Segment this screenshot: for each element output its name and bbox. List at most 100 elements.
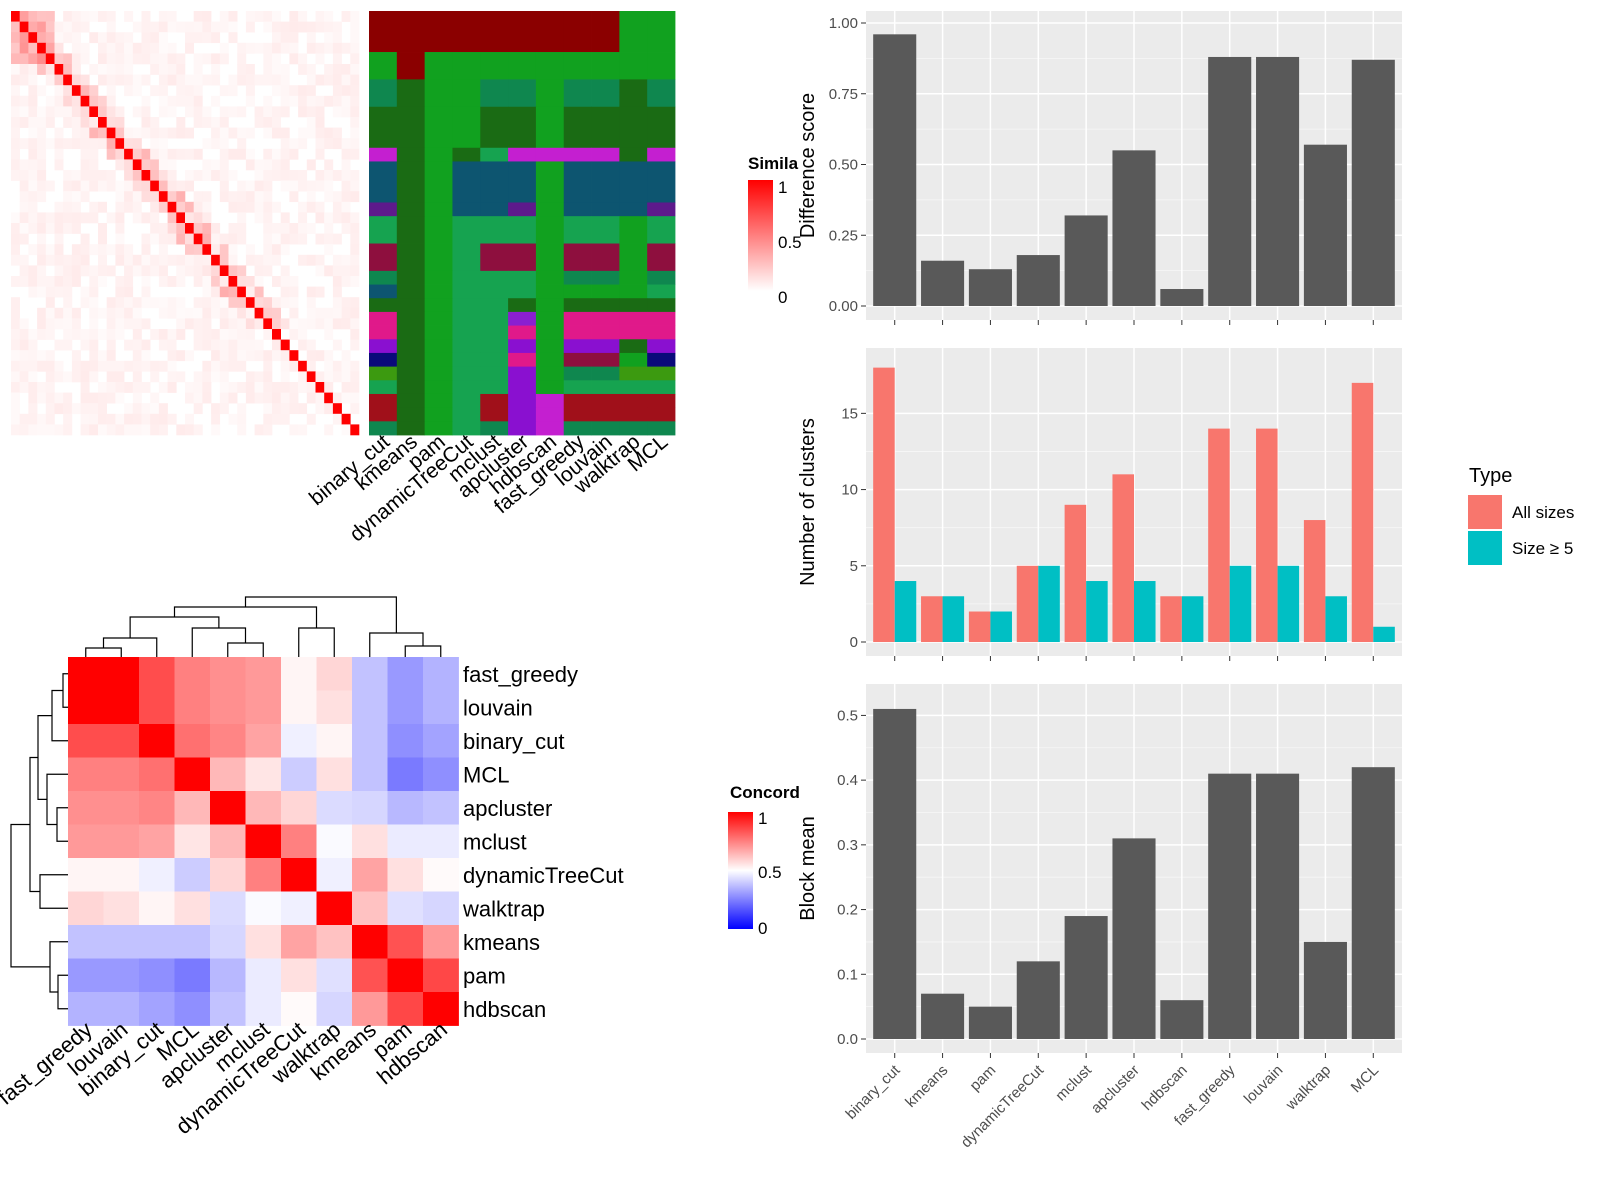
heatmap-cell [28, 127, 38, 139]
heatmap-cell [289, 360, 299, 372]
heatmap-cell [71, 329, 81, 340]
row-label: kmeans [463, 930, 540, 955]
heatmap-cell [245, 85, 255, 97]
dendrogram-branch [244, 596, 397, 633]
heatmap-cell [202, 32, 212, 44]
assignment-cell [452, 339, 481, 354]
heatmap-cell [63, 254, 73, 266]
concordance-cell [103, 690, 140, 725]
assignment-cell [619, 243, 648, 272]
row-label: dynamicTreeCut [463, 863, 624, 888]
heatmap-cell [132, 53, 142, 65]
concordance-cell [423, 657, 459, 691]
bar-all-sizes [968, 611, 991, 642]
heatmap-cell [272, 159, 281, 171]
concordance-cell [68, 992, 104, 1026]
bar [1303, 144, 1347, 306]
heatmap-cell [289, 32, 299, 44]
assignment-cell [591, 284, 620, 299]
heatmap-cell [63, 413, 73, 425]
heatmap-cell [228, 223, 238, 234]
heatmap-cell [150, 170, 160, 181]
heatmap-cell [106, 138, 116, 150]
assignment-cell [452, 366, 481, 381]
concordance-legend-tick: 0 [758, 919, 767, 938]
heatmap-cell [211, 350, 221, 362]
heatmap-cell [324, 159, 334, 171]
heatmap-cell [289, 11, 299, 22]
heatmap-cell [185, 307, 194, 319]
heatmap-cell [19, 350, 29, 362]
heatmap-cell [219, 106, 229, 118]
heatmap-cell [124, 254, 134, 266]
heatmap-cell [11, 21, 20, 33]
heatmap-cell [98, 138, 107, 150]
heatmap-cell [167, 191, 177, 203]
heatmap-cell [63, 265, 73, 277]
heatmap-cell [237, 223, 247, 234]
heatmap-cell [306, 191, 316, 203]
heatmap-cell [272, 276, 281, 287]
heatmap-cell [141, 117, 151, 128]
heatmap-cell [202, 106, 212, 118]
heatmap-cell [37, 276, 47, 287]
heatmap-cell [115, 329, 125, 340]
heatmap-cell [89, 318, 99, 330]
heatmap-cell [193, 191, 203, 203]
heatmap-cell [280, 95, 290, 107]
heatmap-cell [228, 276, 238, 287]
heatmap-cell [272, 318, 281, 330]
concordance-cell [174, 891, 211, 926]
heatmap-cell [63, 297, 73, 309]
heatmap-cell [332, 53, 342, 65]
heatmap-cell [211, 170, 221, 181]
heatmap-cell [228, 307, 238, 319]
assignment-cell [396, 393, 426, 409]
assignment-cell [563, 216, 592, 244]
heatmap-cell [141, 424, 151, 436]
heatmap-cell [306, 223, 316, 234]
concordance-cell [281, 891, 317, 926]
heatmap-cell [350, 424, 360, 436]
row-label: binary_cut [463, 729, 565, 754]
y-tick-label: 5 [850, 558, 858, 575]
bar [968, 269, 1012, 306]
heatmap-cell [124, 339, 134, 351]
concordance-cell [210, 858, 246, 892]
heatmap-cell [202, 392, 212, 404]
bar-size-ge-5 [1038, 565, 1060, 642]
heatmap-cell [98, 201, 107, 213]
heatmap-cell [350, 11, 360, 22]
heatmap-cell [219, 318, 229, 330]
heatmap-cell [185, 106, 194, 118]
similarity-legend: Simila 1 0.5 0 [748, 154, 802, 307]
dendrogram-branch [62, 673, 68, 708]
heatmap-cell [315, 138, 325, 150]
assignment-cell [369, 325, 398, 340]
heatmap-cell [89, 106, 99, 118]
heatmap-cell [306, 360, 316, 372]
heatmap-cell [150, 21, 160, 33]
heatmap-cell [272, 42, 281, 54]
assignment-cell [563, 270, 592, 285]
row-label: apcluster [463, 796, 552, 821]
heatmap-cell [289, 392, 299, 404]
heatmap-cell [263, 329, 273, 340]
heatmap-cell [280, 350, 290, 362]
heatmap-cell [202, 297, 212, 309]
heatmap-cell [106, 265, 116, 277]
heatmap-cell [124, 360, 134, 372]
assignment-cell [508, 52, 537, 80]
heatmap-cell [141, 286, 151, 298]
concordance-cell [316, 925, 353, 959]
assignment-cell [508, 161, 537, 203]
concordance-cell [316, 858, 353, 892]
heatmap-cell [11, 350, 20, 362]
heatmap-cell [298, 223, 308, 234]
heatmap-cell [89, 413, 99, 425]
heatmap-cell [176, 148, 186, 160]
heatmap-cell [332, 276, 342, 287]
heatmap-cell [176, 276, 186, 287]
concordance-cell [423, 757, 459, 792]
heatmap-cell [280, 180, 290, 192]
